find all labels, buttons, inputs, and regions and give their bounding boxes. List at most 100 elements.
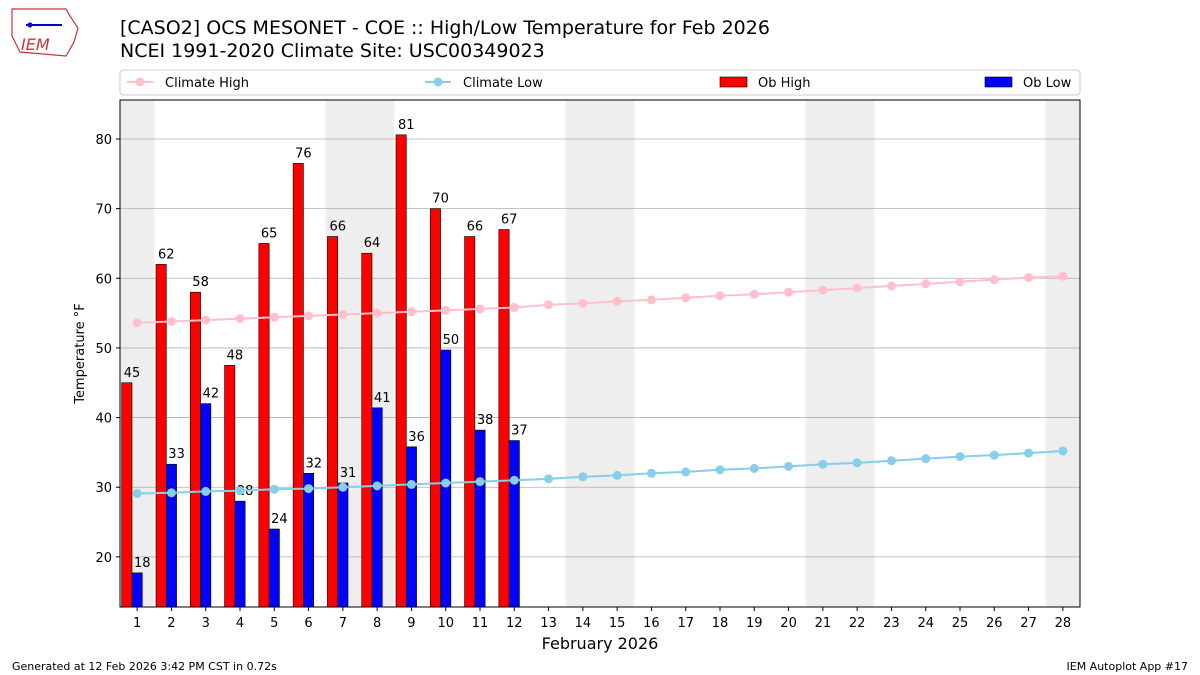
- plot-frame: [119, 99, 1081, 608]
- climate-high-point: [578, 298, 588, 308]
- ob-low-bar-label: 50: [443, 333, 460, 348]
- climate-high-point: [338, 310, 348, 319]
- ob-high-bar: [258, 243, 270, 608]
- ob-high-bar-label: 66: [467, 220, 484, 235]
- climate-low-point: [201, 486, 211, 496]
- ob-low-bar-label: 32: [305, 456, 322, 471]
- ob-high-bar: [224, 365, 236, 608]
- climate-high-point: [475, 304, 485, 314]
- climate-low-point: [475, 477, 485, 487]
- ob-high-bar-label: 58: [192, 275, 209, 290]
- x-tick-label: 21: [815, 616, 832, 631]
- legend-marker: [135, 77, 145, 87]
- climate-high-point: [406, 307, 416, 317]
- x-tick-label: 15: [609, 616, 626, 631]
- climate-high-point: [646, 295, 656, 305]
- ob-low-bar: [234, 500, 246, 608]
- climate-high-point: [612, 296, 622, 306]
- ob-high-bar: [189, 291, 201, 608]
- footer-app: IEM Autoplot App #17: [1066, 660, 1189, 673]
- iem-logo: IEM: [11, 8, 79, 57]
- ob-high-bar-label: 67: [501, 213, 518, 228]
- x-tick-label: 16: [643, 616, 660, 631]
- climate-high-point: [441, 305, 451, 315]
- ob-low-bar: [474, 429, 486, 608]
- x-tick-label: 4: [236, 616, 244, 631]
- ob-high-bar: [292, 163, 304, 608]
- climate-low-point: [544, 474, 554, 484]
- ob-low-bar-label: 42: [203, 387, 220, 402]
- weekend-band: [565, 100, 600, 607]
- ob-high-bar-label: 48: [227, 348, 244, 363]
- x-tick-label: 5: [270, 616, 278, 631]
- x-tick-label: 13: [540, 616, 557, 631]
- weekend-band: [805, 100, 840, 607]
- climate-high-point: [132, 318, 142, 328]
- climate-high-point: [544, 300, 554, 310]
- climate-low-point: [509, 475, 519, 485]
- climate-high-point: [749, 289, 759, 299]
- ob-high-bar-label: 70: [432, 192, 449, 207]
- climate-high-point: [304, 311, 314, 321]
- y-tick-label: 60: [95, 272, 112, 287]
- climate-high-point: [1058, 271, 1068, 281]
- x-tick-label: 1: [133, 616, 141, 631]
- climate-low-point: [886, 456, 896, 466]
- climate-low-point: [921, 454, 931, 464]
- x-tick-label: 12: [506, 616, 523, 631]
- ob-high-bar: [327, 236, 339, 608]
- ob-high-bar: [498, 229, 510, 608]
- climate-low-point: [166, 488, 176, 498]
- x-tick-label: 27: [1020, 616, 1037, 631]
- ob-low-bar-label: 18: [134, 556, 151, 571]
- climate-high-point: [784, 287, 794, 297]
- logo-text: IEM: [21, 35, 50, 54]
- ob-low-bar-label: 41: [374, 391, 391, 406]
- ob-high-bar: [464, 236, 476, 608]
- y-tick-label: 80: [95, 133, 112, 148]
- climate-low-point: [955, 452, 965, 462]
- x-tick-label: 20: [780, 616, 797, 631]
- legend-label: Climate High: [165, 76, 249, 91]
- climate-high-point: [509, 303, 519, 313]
- climate-high-point: [989, 275, 999, 285]
- x-tick-label: 7: [339, 616, 347, 631]
- legend-label: Ob High: [758, 76, 811, 91]
- ob-low-bar: [268, 528, 280, 608]
- climate-low-point: [235, 486, 245, 496]
- ob-high-bar: [361, 252, 373, 608]
- climate-low-point: [578, 472, 588, 482]
- climate-high-point: [201, 315, 211, 325]
- climate-low-point: [372, 481, 382, 491]
- climate-low-point: [715, 465, 725, 475]
- footer-generated: Generated at 12 Feb 2026 3:42 PM CST in …: [12, 660, 277, 673]
- ob-high-bar-label: 65: [261, 226, 278, 241]
- ob-low-bar: [405, 446, 417, 608]
- y-tick-label: 50: [95, 342, 112, 357]
- climate-low-point: [132, 488, 142, 498]
- climate-low-point: [989, 450, 999, 460]
- legend-bar-swatch: [984, 76, 1013, 88]
- x-tick-label: 22: [849, 616, 866, 631]
- ob-high-bar: [429, 208, 441, 608]
- ob-low-bar: [371, 407, 383, 608]
- climate-high-point: [372, 308, 382, 318]
- ob-high-bar: [155, 264, 167, 608]
- x-tick-label: 26: [986, 616, 1003, 631]
- climate-high-point: [921, 279, 931, 289]
- x-tick-label: 9: [407, 616, 415, 631]
- climate-high-point: [269, 312, 279, 322]
- y-tick-label: 30: [95, 481, 112, 496]
- x-tick-label: 17: [677, 616, 694, 631]
- climate-low-point: [406, 479, 416, 489]
- climate-high-line: [137, 275, 1063, 324]
- climate-low-point: [338, 482, 348, 492]
- x-tick-label: 2: [167, 616, 175, 631]
- climate-low-point: [1024, 448, 1034, 458]
- climate-low-point: [852, 458, 862, 468]
- legend-label: Climate Low: [463, 76, 543, 91]
- climate-high-point: [681, 293, 691, 303]
- weekend-band: [1045, 100, 1080, 607]
- ob-low-bar: [337, 482, 349, 608]
